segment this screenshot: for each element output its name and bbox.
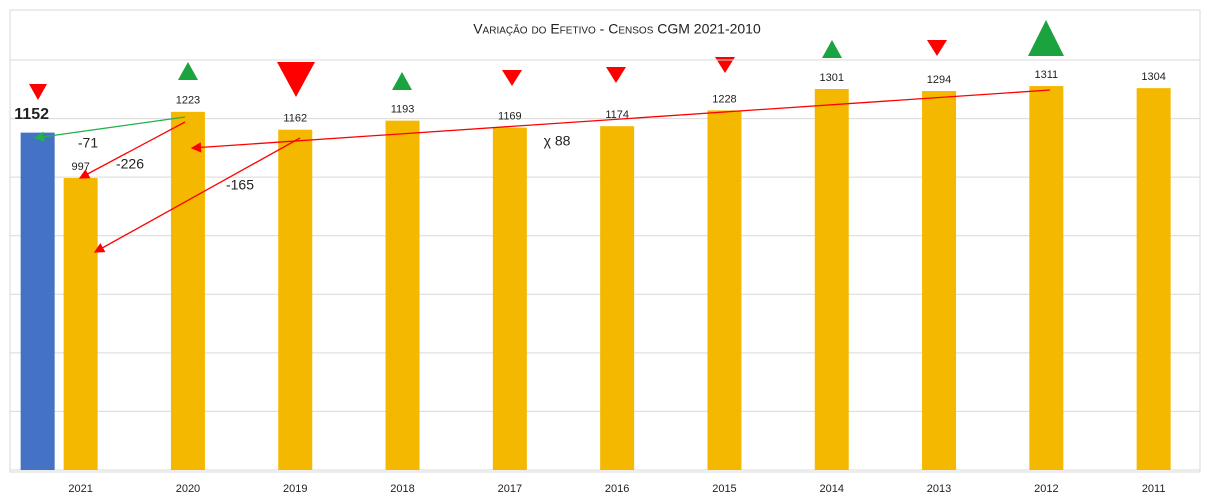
bar bbox=[492, 127, 527, 471]
value-label: 997 bbox=[71, 161, 89, 173]
down-indicator bbox=[606, 67, 626, 83]
annotation: χ 88 bbox=[544, 133, 571, 149]
up-indicator bbox=[1028, 20, 1064, 56]
x-tick-label: 2016 bbox=[605, 483, 629, 495]
up-indicator bbox=[822, 40, 842, 58]
bar bbox=[278, 129, 313, 470]
x-tick-label: 2017 bbox=[498, 483, 522, 495]
annotation-arrow bbox=[190, 89, 1051, 153]
down-indicator bbox=[927, 40, 947, 56]
trend-indicators bbox=[29, 20, 1064, 100]
bar bbox=[170, 111, 205, 470]
value-label: 1169 bbox=[498, 111, 522, 123]
value-label: 1223 bbox=[176, 95, 200, 107]
bar bbox=[600, 126, 635, 470]
annotation: -71 bbox=[78, 135, 98, 151]
bar bbox=[707, 110, 742, 470]
annotation-arrow bbox=[78, 121, 186, 179]
down-indicator bbox=[277, 62, 315, 97]
value-label: 1152 bbox=[14, 106, 49, 123]
up-indicator bbox=[392, 72, 412, 90]
x-tick-label: 2021 bbox=[68, 483, 92, 495]
value-label: 1311 bbox=[1035, 69, 1059, 81]
chart-title: Variação do Efetivo - Censos CGM 2021-20… bbox=[473, 21, 761, 37]
value-label: 1174 bbox=[605, 109, 629, 121]
value-label: 1162 bbox=[283, 113, 307, 125]
x-tick-label: 2011 bbox=[1142, 483, 1166, 495]
down-indicator bbox=[502, 70, 522, 86]
bar bbox=[814, 88, 849, 470]
bar bbox=[385, 120, 420, 470]
down-indicator bbox=[29, 84, 47, 100]
x-tick-label: 2013 bbox=[927, 483, 951, 495]
x-tick-label: 2012 bbox=[1034, 483, 1058, 495]
bar bbox=[1136, 88, 1171, 470]
bar bbox=[922, 91, 957, 471]
value-label: 1228 bbox=[712, 93, 736, 105]
bar bbox=[1029, 86, 1064, 471]
up-indicator bbox=[178, 62, 198, 80]
value-label: 1294 bbox=[927, 74, 951, 86]
value-label: 1301 bbox=[820, 72, 844, 84]
x-tick-label: 2019 bbox=[283, 483, 307, 495]
bar bbox=[63, 178, 98, 470]
value-label: 1193 bbox=[391, 104, 415, 116]
annotation: -226 bbox=[116, 156, 144, 172]
annotation: -165 bbox=[226, 177, 254, 193]
annotation-arrow bbox=[93, 137, 301, 253]
x-tick-label: 2020 bbox=[176, 483, 200, 495]
down-indicator bbox=[715, 57, 735, 73]
value-label: 1304 bbox=[1141, 71, 1165, 83]
x-tick-label: 2015 bbox=[712, 483, 736, 495]
x-tick-label: 2014 bbox=[820, 483, 844, 495]
x-tick-label: 2018 bbox=[390, 483, 414, 495]
annotation-arrow bbox=[33, 116, 186, 142]
bar bbox=[20, 132, 55, 470]
